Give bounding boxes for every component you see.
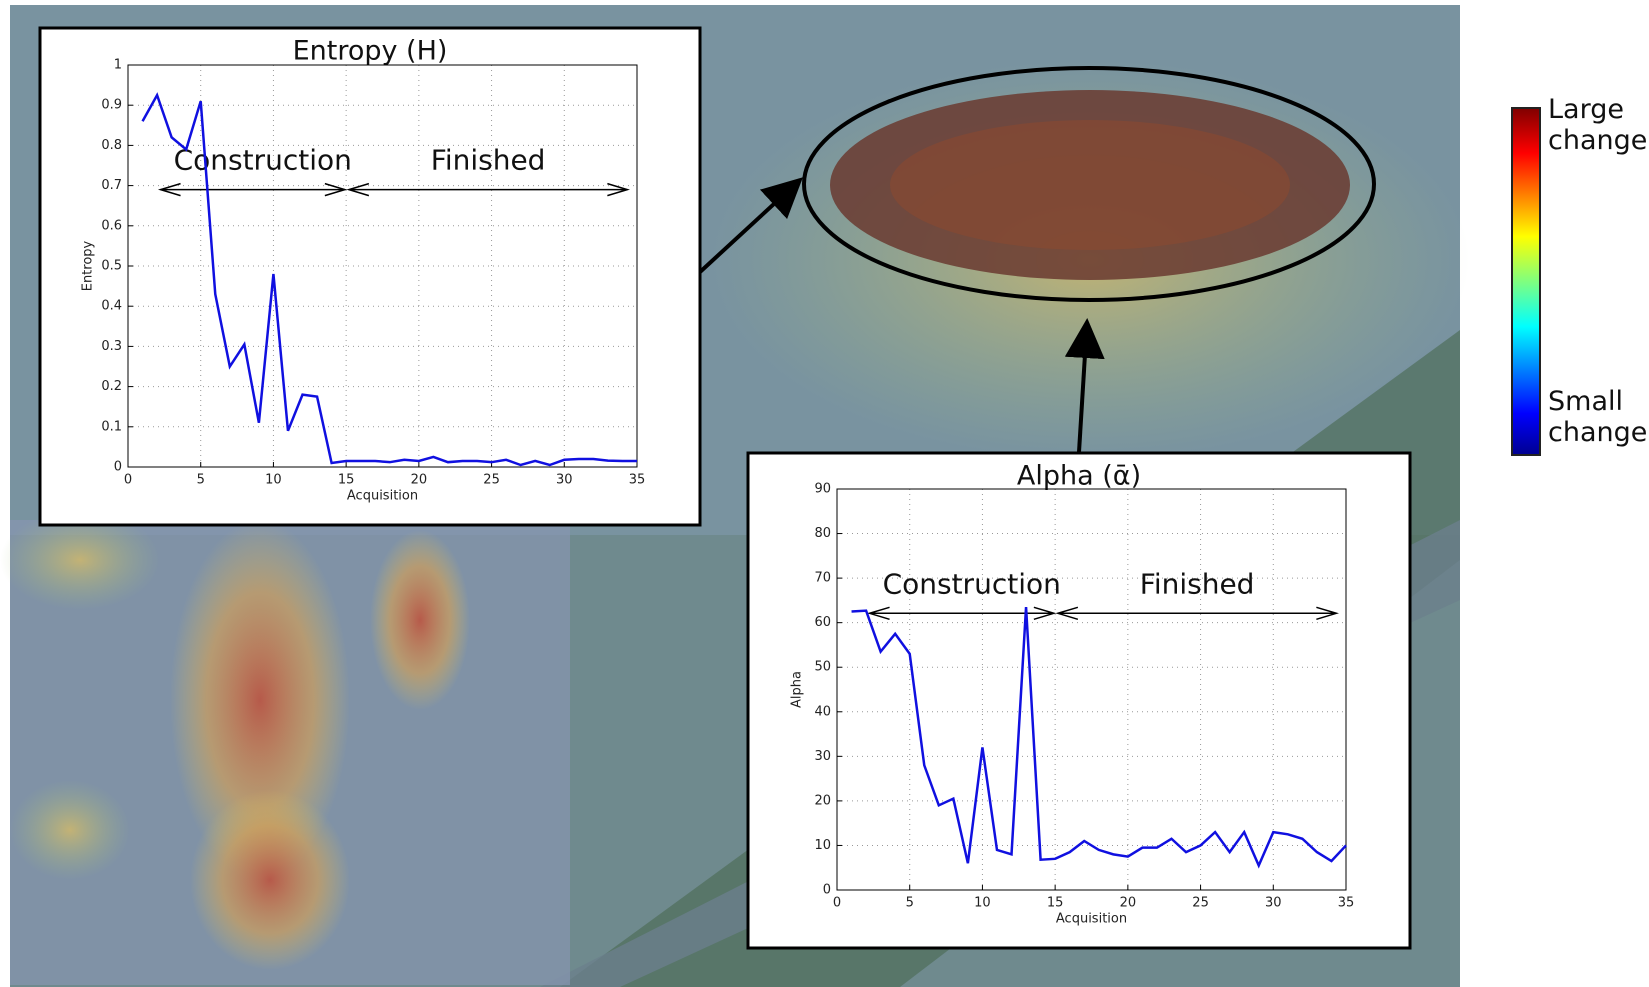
- y-tick-label: 0.6: [101, 218, 122, 233]
- y-tick-label: 0.5: [101, 259, 122, 274]
- x-axis-label: Acquisition: [1056, 912, 1127, 927]
- x-tick-label: 25: [483, 473, 500, 488]
- chart-panel: Entropy (H) 0 0.1 0.2 0.3 0.4 0.5 0.6 0.7 0.8 0.9 1…: [40, 28, 700, 525]
- annotation: Finished: [1140, 567, 1255, 600]
- x-tick-label: 20: [1120, 896, 1137, 911]
- chart-title: Alpha (ᾱ): [1017, 461, 1141, 492]
- y-tick-label: 60: [814, 615, 831, 630]
- y-tick-label: 1: [114, 58, 122, 73]
- x-tick-label: 0: [833, 896, 841, 911]
- y-axis-label: Entropy: [81, 240, 96, 291]
- y-tick-label: 30: [814, 749, 831, 764]
- y-tick-label: 0.7: [101, 178, 122, 193]
- x-tick-label: 15: [338, 473, 355, 488]
- x-tick-label: 5: [197, 473, 205, 488]
- chart-title: Entropy (H): [293, 36, 448, 67]
- annotation: Construction: [883, 567, 1061, 600]
- x-tick-label: 5: [906, 896, 914, 911]
- y-tick-label: 20: [814, 793, 831, 808]
- y-tick-label: 0.4: [101, 299, 122, 314]
- chart-box: [748, 453, 1410, 948]
- x-tick-label: 10: [974, 896, 991, 911]
- y-tick-label: 0.1: [101, 419, 122, 434]
- y-tick-label: 0.8: [101, 138, 122, 153]
- figure: Largechange Smallchange Entropy (H) 0 0.1 0…: [0, 0, 1649, 987]
- x-tick-label: 25: [1192, 896, 1209, 911]
- x-tick-label: 10: [265, 473, 282, 488]
- y-tick-label: 50: [814, 660, 831, 675]
- y-tick-label: 80: [814, 526, 831, 541]
- colorbar: [1512, 108, 1540, 455]
- x-tick-label: 35: [1338, 896, 1355, 911]
- annotation: Construction: [174, 144, 352, 177]
- y-tick-label: 10: [814, 838, 831, 853]
- x-tick-label: 35: [629, 473, 646, 488]
- y-tick-label: 0.3: [101, 339, 122, 354]
- y-tick-label: 90: [814, 482, 831, 497]
- annotation: Finished: [431, 144, 546, 177]
- x-axis-label: Acquisition: [347, 489, 418, 504]
- y-tick-label: 40: [814, 704, 831, 719]
- y-axis-label: Alpha: [790, 671, 805, 708]
- y-tick-label: 0: [823, 883, 831, 898]
- chart-panel: Alpha (ᾱ) 0 10 20 30 40 50 60 70 80 90 0 5 10 15 20 25 30…: [748, 453, 1410, 948]
- y-tick-label: 70: [814, 571, 831, 586]
- x-tick-label: 15: [1047, 896, 1064, 911]
- x-tick-label: 20: [411, 473, 428, 488]
- chart-box: [40, 28, 700, 525]
- y-tick-label: 0.2: [101, 379, 122, 394]
- x-tick-label: 30: [556, 473, 573, 488]
- x-tick-label: 30: [1265, 896, 1282, 911]
- y-tick-label: 0.9: [101, 98, 122, 113]
- y-tick-label: 0: [114, 460, 122, 475]
- x-tick-label: 0: [124, 473, 132, 488]
